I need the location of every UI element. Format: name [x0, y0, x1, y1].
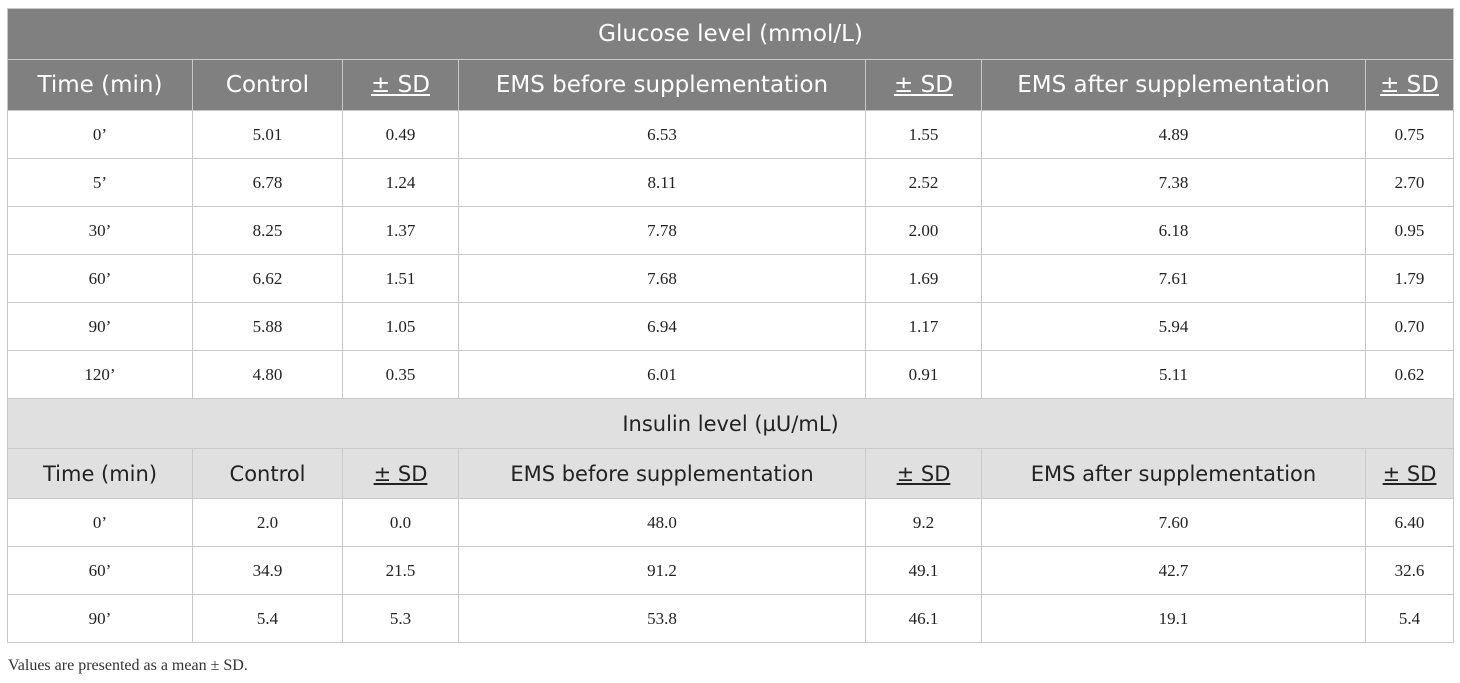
- cell-control-sd: 0.49: [342, 110, 459, 159]
- cell-time: 60’: [7, 546, 193, 595]
- cell-control: 5.01: [192, 110, 343, 159]
- cell-ems-before-sd: 2.00: [865, 206, 982, 255]
- cell-ems-after: 4.89: [981, 110, 1366, 159]
- glucose-body: 0’ 5.01 0.49 6.53 1.55 4.89 0.75 5’ 6.78…: [7, 110, 1455, 399]
- table-row: 90’ 5.4 5.3 53.8 46.1 19.1 5.4: [7, 594, 1455, 643]
- cell-control-sd: 1.05: [342, 302, 459, 351]
- cell-ems-before-sd: 46.1: [865, 594, 982, 643]
- cell-ems-before: 6.01: [458, 350, 866, 399]
- cell-ems-after-sd: 32.6: [1364, 546, 1455, 595]
- cell-ems-after-sd: 2.70: [1364, 158, 1455, 207]
- glucose-header-ems-after-sd: ± SD: [1364, 59, 1455, 111]
- cell-ems-before-sd: 0.91: [865, 350, 982, 399]
- insulin-section-title: Insulin level (µU/mL): [6, 398, 1455, 449]
- table-row: 60’ 34.9 21.5 91.2 49.1 42.7 32.6: [7, 546, 1455, 595]
- cell-control: 6.78: [192, 158, 343, 207]
- table-row: 120’ 4.80 0.35 6.01 0.91 5.11 0.62: [7, 350, 1455, 399]
- cell-ems-after: 5.11: [981, 350, 1366, 399]
- glucose-header-ems-before-sd: ± SD: [865, 59, 982, 111]
- cell-ems-before: 48.0: [458, 498, 866, 547]
- cell-control-sd: 1.37: [342, 206, 459, 255]
- cell-control: 5.88: [192, 302, 343, 351]
- glucose-header-control-sd: ± SD: [342, 59, 459, 111]
- glucose-header-row: Time (min) Control ± SD EMS before suppl…: [7, 59, 1455, 111]
- cell-time: 0’: [7, 110, 193, 159]
- cell-ems-after: 19.1: [981, 594, 1366, 643]
- cell-time: 0’: [7, 498, 193, 547]
- cell-control: 6.62: [192, 254, 343, 303]
- insulin-section: Insulin level (µU/mL) Time (min) Control…: [6, 398, 1455, 643]
- cell-control: 4.80: [192, 350, 343, 399]
- cell-control-sd: 21.5: [342, 546, 459, 595]
- cell-ems-before: 8.11: [458, 158, 866, 207]
- cell-ems-before-sd: 9.2: [865, 498, 982, 547]
- cell-ems-before-sd: 1.55: [865, 110, 982, 159]
- cell-control-sd: 1.24: [342, 158, 459, 207]
- cell-ems-after-sd: 0.70: [1364, 302, 1455, 351]
- insulin-header-ems-before-sd: ± SD: [865, 448, 982, 499]
- cell-ems-after: 6.18: [981, 206, 1366, 255]
- cell-ems-after: 42.7: [981, 546, 1366, 595]
- cell-ems-before-sd: 49.1: [865, 546, 982, 595]
- cell-ems-before: 7.68: [458, 254, 866, 303]
- table-row: 90’ 5.88 1.05 6.94 1.17 5.94 0.70: [7, 302, 1455, 351]
- cell-control: 34.9: [192, 546, 343, 595]
- cell-ems-after-sd: 1.79: [1364, 254, 1455, 303]
- table-row: 0’ 2.0 0.0 48.0 9.2 7.60 6.40: [7, 498, 1455, 547]
- cell-ems-after: 7.38: [981, 158, 1366, 207]
- cell-ems-after-sd: 6.40: [1364, 498, 1455, 547]
- glucose-header-control: Control: [192, 59, 343, 111]
- cell-control-sd: 1.51: [342, 254, 459, 303]
- cell-control: 2.0: [192, 498, 343, 547]
- glucose-header-ems-before: EMS before supplementation: [458, 59, 866, 111]
- insulin-header-row: Time (min) Control ± SD EMS before suppl…: [7, 448, 1455, 499]
- insulin-header-ems-before: EMS before supplementation: [458, 448, 866, 499]
- table-row: 5’ 6.78 1.24 8.11 2.52 7.38 2.70: [7, 158, 1455, 207]
- cell-control: 8.25: [192, 206, 343, 255]
- cell-time: 5’: [7, 158, 193, 207]
- cell-control: 5.4: [192, 594, 343, 643]
- cell-time: 90’: [7, 594, 193, 643]
- cell-ems-before: 6.94: [458, 302, 866, 351]
- glucose-header-time: Time (min): [7, 59, 193, 111]
- cell-ems-before: 7.78: [458, 206, 866, 255]
- insulin-header-time: Time (min): [7, 448, 193, 499]
- cell-ems-before-sd: 2.52: [865, 158, 982, 207]
- table-row: 60’ 6.62 1.51 7.68 1.69 7.61 1.79: [7, 254, 1455, 303]
- insulin-header-control: Control: [192, 448, 343, 499]
- results-table: Glucose level (mmol/L) Time (min) Contro…: [6, 8, 1455, 643]
- cell-ems-before: 53.8: [458, 594, 866, 643]
- glucose-section-title: Glucose level (mmol/L): [6, 8, 1455, 60]
- cell-time: 60’: [7, 254, 193, 303]
- cell-ems-after-sd: 0.75: [1364, 110, 1455, 159]
- cell-control-sd: 0.35: [342, 350, 459, 399]
- cell-ems-after-sd: 0.95: [1364, 206, 1455, 255]
- insulin-header-ems-after-sd: ± SD: [1364, 448, 1455, 499]
- cell-time: 90’: [7, 302, 193, 351]
- cell-ems-before: 6.53: [458, 110, 866, 159]
- cell-ems-after-sd: 0.62: [1364, 350, 1455, 399]
- table-footnote: Values are presented as a mean ± SD.: [8, 657, 248, 674]
- cell-ems-after: 5.94: [981, 302, 1366, 351]
- cell-ems-before: 91.2: [458, 546, 866, 595]
- insulin-header-control-sd: ± SD: [342, 448, 459, 499]
- table-row: 0’ 5.01 0.49 6.53 1.55 4.89 0.75: [7, 110, 1455, 159]
- cell-ems-before-sd: 1.17: [865, 302, 982, 351]
- cell-ems-before-sd: 1.69: [865, 254, 982, 303]
- cell-control-sd: 5.3: [342, 594, 459, 643]
- cell-ems-after-sd: 5.4: [1364, 594, 1455, 643]
- table-row: 30’ 8.25 1.37 7.78 2.00 6.18 0.95: [7, 206, 1455, 255]
- glucose-header-ems-after: EMS after supplementation: [981, 59, 1366, 111]
- cell-ems-after: 7.60: [981, 498, 1366, 547]
- cell-time: 30’: [7, 206, 193, 255]
- insulin-header-ems-after: EMS after supplementation: [981, 448, 1366, 499]
- cell-time: 120’: [7, 350, 193, 399]
- cell-ems-after: 7.61: [981, 254, 1366, 303]
- cell-control-sd: 0.0: [342, 498, 459, 547]
